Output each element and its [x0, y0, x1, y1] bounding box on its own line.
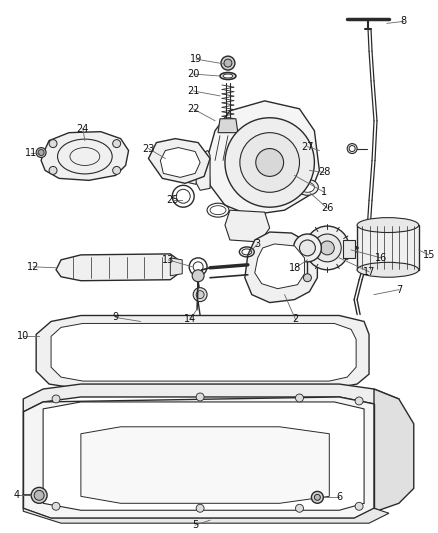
Text: 26: 26	[321, 203, 333, 213]
Circle shape	[193, 288, 207, 302]
Polygon shape	[192, 150, 210, 190]
Circle shape	[224, 59, 232, 67]
Ellipse shape	[357, 262, 419, 277]
Polygon shape	[183, 156, 196, 184]
Text: 3: 3	[254, 239, 261, 249]
Text: 11: 11	[25, 148, 37, 158]
Circle shape	[196, 290, 204, 298]
Polygon shape	[255, 244, 304, 289]
Polygon shape	[51, 324, 356, 381]
Polygon shape	[245, 232, 318, 303]
Text: 4: 4	[13, 490, 19, 500]
Polygon shape	[374, 389, 414, 510]
Circle shape	[305, 226, 349, 270]
Polygon shape	[56, 254, 178, 281]
Polygon shape	[148, 139, 210, 183]
Polygon shape	[81, 427, 329, 503]
Polygon shape	[218, 119, 238, 133]
Polygon shape	[41, 132, 129, 180]
Text: 17: 17	[363, 267, 375, 277]
Circle shape	[52, 395, 60, 403]
Text: 15: 15	[423, 250, 435, 260]
Text: 23: 23	[142, 143, 155, 154]
Text: 12: 12	[27, 262, 39, 272]
Text: 10: 10	[17, 332, 29, 341]
Text: 14: 14	[184, 314, 196, 325]
Circle shape	[300, 240, 315, 256]
Circle shape	[196, 504, 204, 512]
Circle shape	[221, 56, 235, 70]
Polygon shape	[357, 225, 419, 270]
Circle shape	[296, 394, 304, 402]
Polygon shape	[160, 148, 200, 177]
Circle shape	[36, 148, 46, 158]
Text: 27: 27	[301, 142, 314, 151]
Circle shape	[355, 502, 363, 510]
Polygon shape	[36, 316, 369, 389]
Circle shape	[293, 234, 321, 262]
Circle shape	[314, 494, 320, 500]
Circle shape	[38, 150, 44, 156]
Circle shape	[113, 166, 120, 174]
Polygon shape	[43, 402, 364, 510]
Ellipse shape	[357, 217, 419, 232]
Circle shape	[314, 234, 341, 262]
Circle shape	[49, 140, 57, 148]
Circle shape	[196, 393, 204, 401]
Circle shape	[320, 241, 334, 255]
Text: 24: 24	[77, 124, 89, 134]
Text: 5: 5	[192, 520, 198, 530]
Polygon shape	[23, 508, 389, 523]
Text: 25: 25	[166, 195, 179, 205]
Circle shape	[52, 502, 60, 510]
Text: 2: 2	[293, 314, 299, 325]
Text: 1: 1	[321, 187, 327, 197]
Polygon shape	[208, 101, 319, 215]
Text: 22: 22	[187, 104, 199, 114]
Circle shape	[347, 143, 357, 154]
Circle shape	[355, 397, 363, 405]
Circle shape	[192, 270, 204, 282]
Ellipse shape	[297, 180, 318, 195]
Circle shape	[296, 504, 304, 512]
Ellipse shape	[300, 182, 314, 192]
Text: 18: 18	[290, 263, 302, 273]
Text: 7: 7	[396, 285, 402, 295]
Circle shape	[196, 316, 204, 324]
Text: 13: 13	[162, 255, 174, 265]
Text: 8: 8	[401, 17, 407, 26]
Polygon shape	[23, 384, 399, 414]
Circle shape	[256, 149, 283, 176]
Text: 28: 28	[318, 167, 331, 177]
Circle shape	[113, 140, 120, 148]
Text: 20: 20	[187, 69, 199, 79]
Polygon shape	[343, 240, 355, 258]
Circle shape	[31, 487, 47, 503]
Circle shape	[225, 118, 314, 207]
Text: 6: 6	[336, 492, 342, 502]
Polygon shape	[170, 258, 182, 276]
Text: 21: 21	[187, 86, 199, 96]
Polygon shape	[225, 210, 270, 242]
Text: 9: 9	[113, 312, 119, 322]
Circle shape	[34, 490, 44, 500]
Circle shape	[240, 133, 300, 192]
Circle shape	[311, 491, 323, 503]
Circle shape	[49, 166, 57, 174]
Circle shape	[304, 274, 311, 282]
Polygon shape	[23, 397, 374, 518]
Text: 16: 16	[375, 253, 387, 263]
Circle shape	[349, 146, 355, 151]
Text: 19: 19	[190, 54, 202, 64]
